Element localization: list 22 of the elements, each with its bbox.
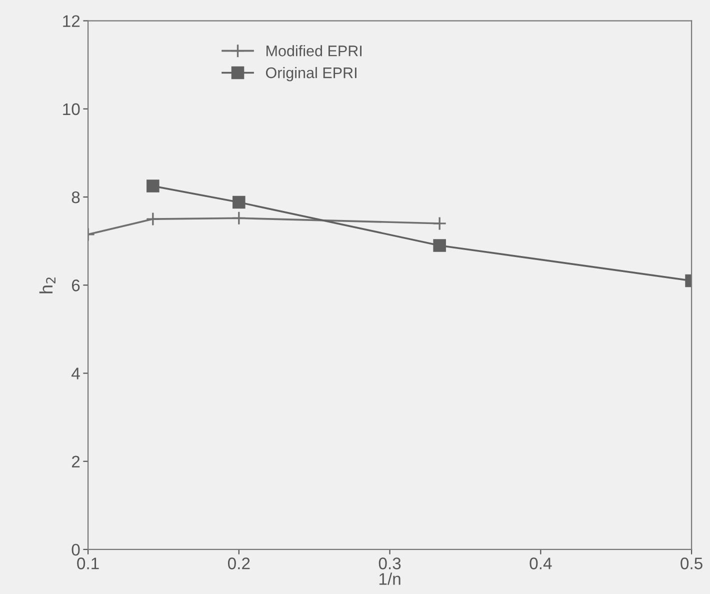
point — [432, 216, 447, 231]
legend-label: Modified EPRI — [266, 45, 362, 56]
y-tick-label: 12 — [63, 15, 80, 27]
y-tick-label: 10 — [63, 103, 80, 116]
x-tick-label: 0.2 — [228, 558, 250, 570]
y-axis-title: h$_{2}$ — [39, 278, 56, 294]
x-tick-label: 0.1 — [77, 558, 99, 570]
point — [146, 180, 160, 192]
y-tick-label: 4 — [72, 368, 80, 380]
point — [146, 212, 160, 226]
point — [433, 239, 446, 252]
legend-label: Original EPRI — [266, 66, 356, 82]
x-tick-label: 0.5 — [680, 558, 702, 570]
x-tick-label: 0.3 — [378, 558, 401, 570]
y-tick-label: 0 — [72, 544, 80, 556]
x-tick-label: 0.4 — [530, 558, 552, 570]
y-tick-label: 8 — [72, 191, 80, 204]
y-tick-label: 6 — [72, 280, 80, 292]
y-tick-label: 2 — [72, 456, 80, 468]
point — [232, 211, 246, 226]
point — [232, 196, 246, 209]
x-axis-title: 1/n — [379, 572, 400, 585]
